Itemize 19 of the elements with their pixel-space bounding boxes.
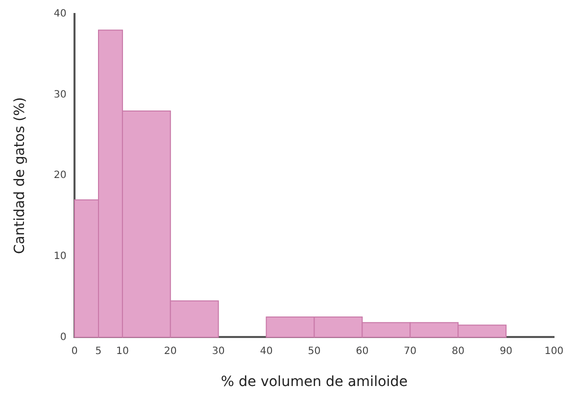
- y-tick-label: 40: [54, 8, 67, 20]
- x-tick-label: 40: [260, 346, 273, 357]
- x-tick-label: 90: [500, 346, 512, 357]
- x-axis-title: % de volumen de amiloide: [220, 374, 408, 390]
- x-tick-label: 5: [95, 346, 102, 357]
- x-tick-label: 10: [116, 346, 129, 357]
- y-tick-label: 30: [54, 89, 67, 100]
- y-tick-label: 20: [54, 170, 67, 182]
- x-tick-label: 0: [71, 346, 78, 357]
- x-tick-label: 30: [212, 346, 225, 357]
- x-tick-label: 60: [356, 346, 369, 357]
- y-axis-title: Cantidad de gatos (%): [12, 97, 28, 254]
- x-tick-label: 70: [404, 346, 417, 357]
- x-tick-label: 100: [544, 346, 564, 357]
- x-tick-label: 20: [164, 346, 177, 357]
- y-tick-label: 0: [60, 332, 67, 343]
- x-tick-label: 80: [452, 346, 464, 357]
- x-tick-label: 50: [308, 346, 321, 357]
- y-tick-label: 10: [54, 250, 67, 262]
